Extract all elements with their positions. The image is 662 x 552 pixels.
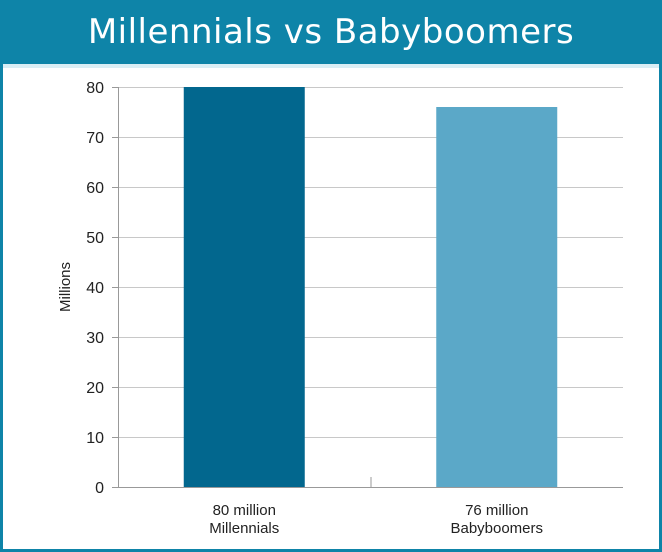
bar-0 <box>183 87 305 487</box>
header-divider <box>3 64 659 68</box>
x-category-label-0: 80 million Millennials <box>209 502 279 537</box>
y-tick-label-60: 60 <box>86 180 104 197</box>
x-category-label-line1-1: 76 million <box>465 502 528 519</box>
x-category-labels: 80 million Millennials 76 million Babyboome… <box>209 502 543 537</box>
y-tick-label-50: 50 <box>86 230 104 247</box>
y-tick-label-30: 30 <box>86 330 104 347</box>
x-category-label-line2-0: Millennials <box>209 520 279 537</box>
chart-title: Millennials vs Babyboomers <box>87 12 575 52</box>
y-tick-label-10: 10 <box>86 430 104 447</box>
y-tick-label-80: 80 <box>86 80 104 97</box>
y-tick-labels: 0 10 20 30 40 50 60 70 80 <box>86 80 104 497</box>
y-tick-label-40: 40 <box>86 280 104 297</box>
bars <box>183 87 558 487</box>
y-tick-label-70: 70 <box>86 130 104 147</box>
y-axis-title: Millions <box>57 262 74 312</box>
x-category-label-line1-0: 80 million <box>213 502 276 519</box>
bar-chart: 0 10 20 30 40 50 60 70 80 80 million Millennials 7… <box>57 80 623 537</box>
axes <box>112 87 623 488</box>
y-tick-label-0: 0 <box>95 480 104 497</box>
bar-1 <box>436 107 558 487</box>
y-tick-label-20: 20 <box>86 380 104 397</box>
chart-header: Millennials vs Babyboomers <box>3 0 659 64</box>
x-category-label-line2-1: Babyboomers <box>450 520 543 537</box>
x-category-label-1: 76 million Babyboomers <box>450 502 543 537</box>
